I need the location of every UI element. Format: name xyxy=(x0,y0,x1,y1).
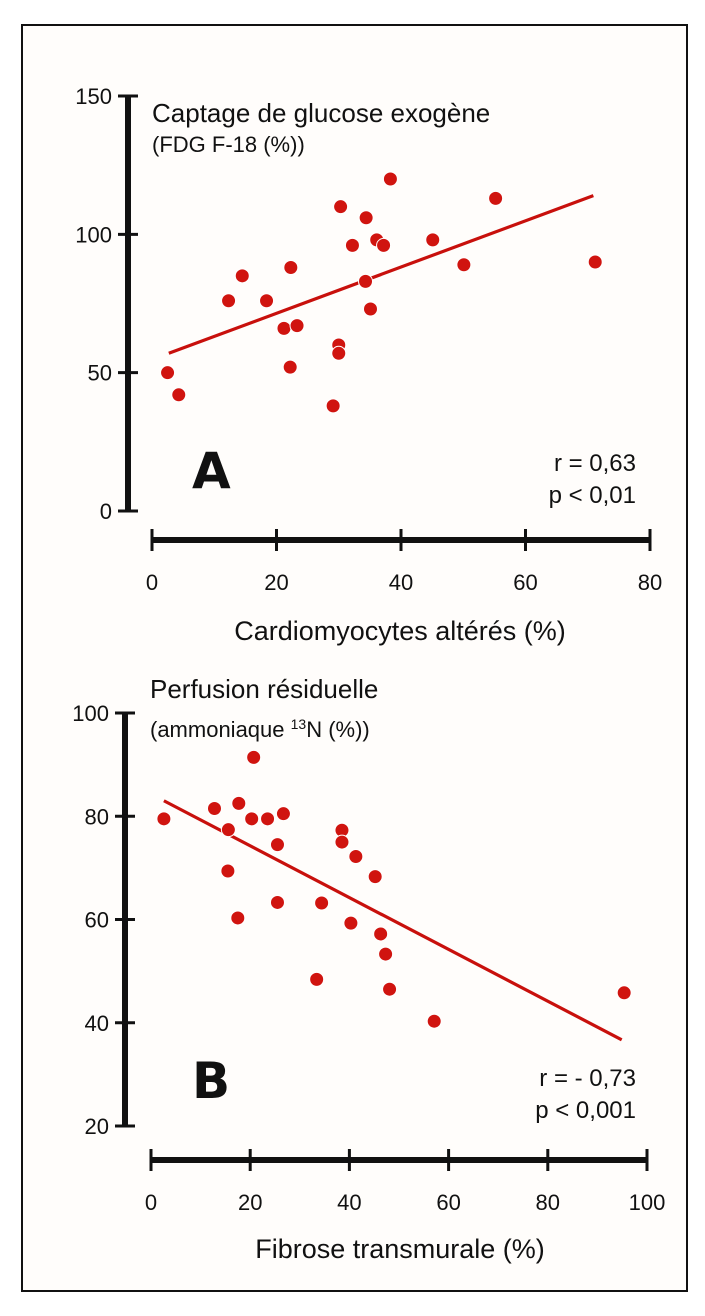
chart-b-data-point xyxy=(348,849,364,865)
chart-a-data-point xyxy=(488,190,504,206)
chart-a-data-point xyxy=(456,257,472,273)
chart-a: Captage de glucose exogène (FDG F-18 (%)… xyxy=(75,84,662,646)
chart-b-data-point xyxy=(220,863,236,879)
chart-a-data-point xyxy=(358,273,374,289)
chart-a-data-point xyxy=(221,293,237,309)
chart-b-data-point xyxy=(309,971,325,987)
chart-b-subtitle-pre: (ammoniaque xyxy=(150,717,291,742)
chart-a-regression-line xyxy=(168,194,594,355)
chart-a-data-point xyxy=(587,254,603,270)
chart-b-panel-label: B xyxy=(192,1052,230,1110)
chart-b-data-point xyxy=(206,801,222,817)
chart-b-fit-line xyxy=(163,799,623,1042)
chart-b-regression-line xyxy=(163,799,623,1042)
chart-b-y-tick-label: 40 xyxy=(85,1011,109,1036)
chart-b-data-point xyxy=(382,981,398,997)
chart-b-data-point xyxy=(373,926,389,942)
chart-b-r-value: r = - 0,73 xyxy=(539,1065,636,1092)
chart-b-data-point xyxy=(616,985,632,1001)
chart-a-points xyxy=(160,171,603,414)
chart-b-data-point xyxy=(378,946,394,962)
chart-b-p-value: p < 0,001 xyxy=(535,1097,636,1124)
chart-a-data-point xyxy=(282,359,298,375)
chart-b-data-point xyxy=(246,749,262,765)
chart-a-subtitle: (FDG F-18 (%)) xyxy=(152,132,305,157)
chart-b: Perfusion résiduelle (ammoniaque 13N (%)… xyxy=(72,674,665,1264)
chart-b-x-axis-label: Fibrose transmurale (%) xyxy=(255,1234,545,1264)
chart-a-panel-label: A xyxy=(192,442,231,500)
chart-b-axes: 20 40 60 80 100 0 20 40 60 80 100 xyxy=(72,701,665,1215)
chart-a-p-value: p < 0,01 xyxy=(549,482,636,509)
chart-b-data-point xyxy=(269,894,285,910)
chart-a-y-tick-label: 100 xyxy=(75,222,112,247)
chart-a-y-tick-label: 150 xyxy=(75,84,112,109)
chart-b-y-tick-label: 80 xyxy=(85,804,109,829)
chart-b-data-point xyxy=(220,822,236,838)
chart-a-fit-line xyxy=(168,194,594,355)
chart-a-data-point xyxy=(382,171,398,187)
chart-b-data-point xyxy=(156,811,172,827)
chart-a-data-point xyxy=(325,398,341,414)
chart-b-data-point xyxy=(426,1013,442,1029)
chart-b-x-tick-label: 100 xyxy=(629,1190,666,1215)
chart-a-x-tick-label: 40 xyxy=(389,570,413,595)
chart-a-data-point xyxy=(362,301,378,317)
chart-b-x-tick-label: 80 xyxy=(536,1190,560,1215)
chart-a-data-point xyxy=(289,318,305,334)
chart-a-data-point xyxy=(283,260,299,276)
chart-b-data-point xyxy=(269,837,285,853)
chart-b-data-point xyxy=(314,895,330,911)
chart-b-data-point xyxy=(260,811,276,827)
chart-a-data-point xyxy=(160,365,176,381)
chart-b-subtitle: (ammoniaque 13N (%)) xyxy=(150,716,370,742)
chart-a-title: Captage de glucose exogène xyxy=(152,98,490,128)
chart-a-x-tick-label: 80 xyxy=(638,570,662,595)
chart-b-x-tick-label: 40 xyxy=(337,1190,361,1215)
chart-b-data-point xyxy=(343,915,359,931)
chart-a-x-tick-label: 60 xyxy=(513,570,537,595)
chart-b-y-tick-label: 100 xyxy=(72,701,109,726)
chart-a-data-point xyxy=(425,232,441,248)
chart-b-data-point xyxy=(230,910,246,926)
chart-b-data-point xyxy=(367,869,383,885)
chart-a-x-axis-label: Cardiomyocytes altérés (%) xyxy=(234,616,566,646)
chart-b-subtitle-post: N (%)) xyxy=(306,717,370,742)
chart-a-data-point xyxy=(344,237,360,253)
chart-b-x-tick-label: 0 xyxy=(145,1190,157,1215)
chart-a-data-point xyxy=(259,293,275,309)
chart-a-x-tick-label: 20 xyxy=(264,570,288,595)
chart-a-data-point xyxy=(358,210,374,226)
chart-b-data-point xyxy=(231,795,247,811)
chart-b-y-tick-label: 60 xyxy=(85,908,109,933)
chart-a-r-value: r = 0,63 xyxy=(554,450,636,477)
chart-b-x-tick-label: 60 xyxy=(436,1190,460,1215)
chart-a-data-point xyxy=(276,320,292,336)
chart-b-data-point xyxy=(334,834,350,850)
chart-a-x-tick-label: 0 xyxy=(146,570,158,595)
chart-b-points xyxy=(156,749,632,1029)
chart-b-x-tick-label: 20 xyxy=(238,1190,262,1215)
chart-a-data-point xyxy=(171,387,187,403)
chart-a-data-point xyxy=(333,199,349,215)
chart-b-title: Perfusion résiduelle xyxy=(150,674,378,704)
chart-a-axes: 0 50 100 150 0 20 40 60 80 xyxy=(75,84,662,595)
chart-a-data-point xyxy=(234,268,250,284)
chart-a-y-tick-label: 50 xyxy=(88,361,112,386)
chart-b-data-point xyxy=(275,806,291,822)
chart-b-data-point xyxy=(244,811,260,827)
chart-a-data-point xyxy=(331,345,347,361)
chart-b-y-tick-label: 20 xyxy=(85,1114,109,1139)
chart-a-y-tick-label: 0 xyxy=(100,499,112,524)
chart-a-data-point xyxy=(376,237,392,253)
chart-b-subtitle-sup: 13 xyxy=(291,716,307,732)
